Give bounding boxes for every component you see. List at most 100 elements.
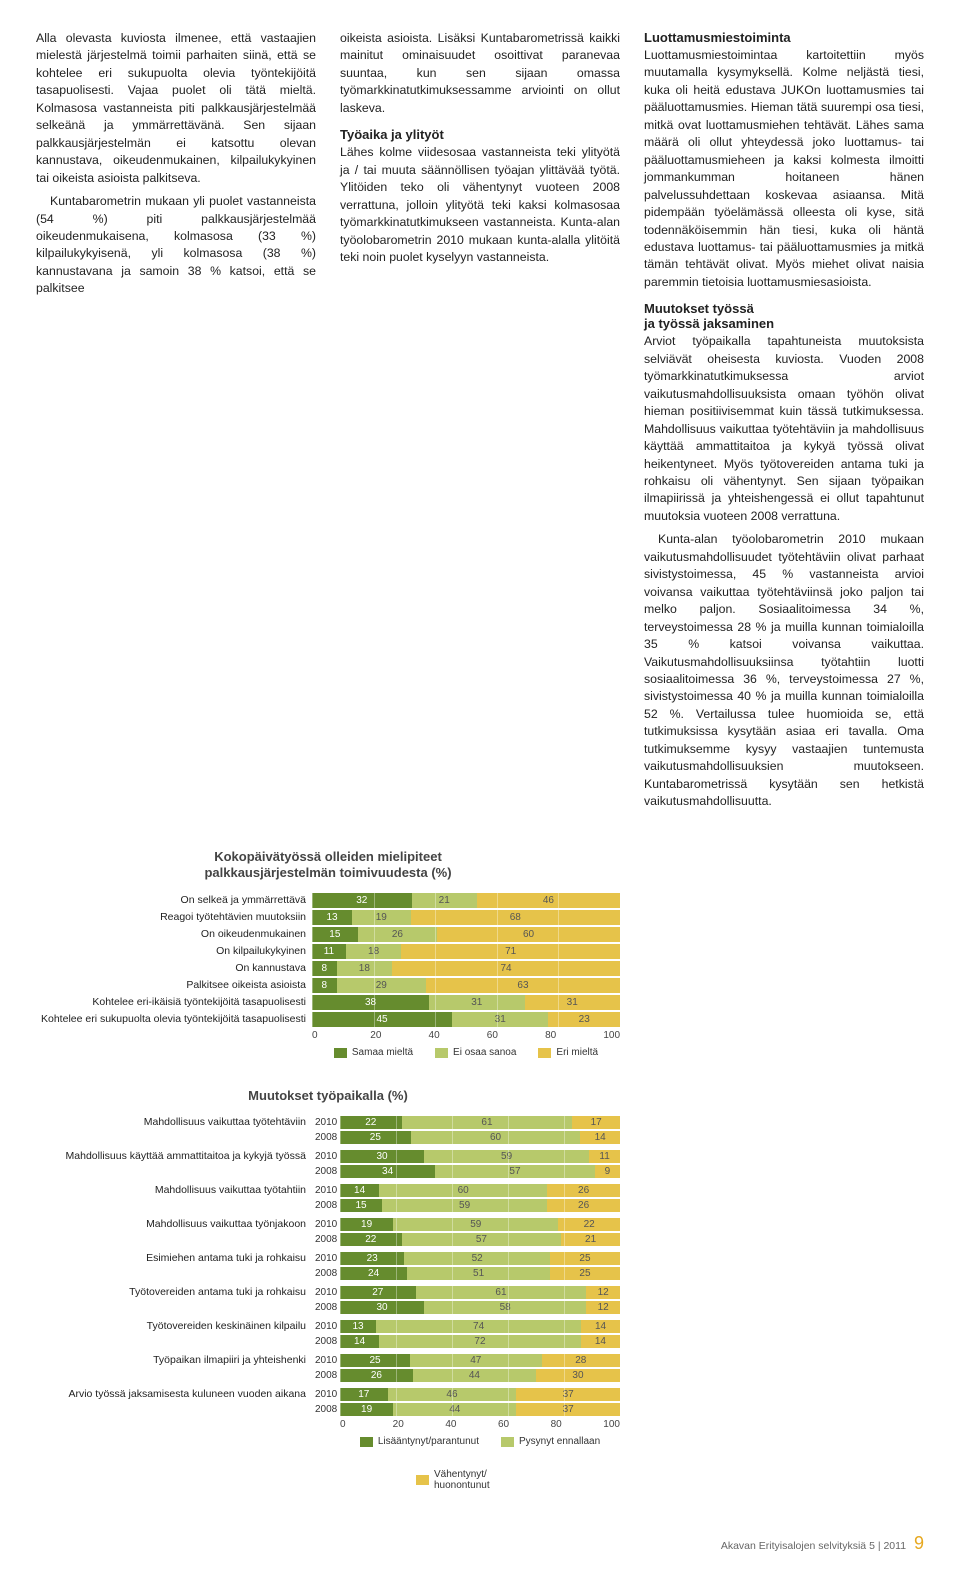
chart1-row: On selkeä ja ymmärrettävä322146 <box>36 892 620 909</box>
chart1-row-label: On oikeudenmukainen <box>36 926 312 943</box>
chart2-row: Arvio työssä jaksamisesta kuluneen vuode… <box>36 1387 620 1402</box>
chart2-segment: 72 <box>379 1335 581 1348</box>
chart2-segment: 15 <box>340 1199 382 1212</box>
chart1-row: Kohtelee eri sukupuolta olevia työntekij… <box>36 1011 620 1028</box>
col2-para1: oikeista asioista. Lisäksi Kuntabarometr… <box>340 30 620 117</box>
chart1-rows: On selkeä ja ymmärrettävä322146Reagoi ty… <box>36 892 620 1028</box>
chart2-segment: 19 <box>340 1218 393 1231</box>
chart2-segment: 58 <box>424 1301 586 1314</box>
chart1-segment: 60 <box>437 927 620 942</box>
chart2-segment: 30 <box>340 1301 424 1314</box>
chart2-segment: 17 <box>340 1388 388 1401</box>
col3-para2: Arviot työpaikalla tapahtuneista muutoks… <box>644 333 924 525</box>
chart2-row-label <box>36 1368 312 1383</box>
chart2-row: Mahdollisuus vaikuttaa työtahtiin2010146… <box>36 1183 620 1198</box>
chart1-segment: 38 <box>312 995 429 1010</box>
col2-heading-tyoaika: Työaika ja ylityöt <box>340 127 620 142</box>
chart2-row-label <box>36 1402 312 1417</box>
chart2-segment: 34 <box>340 1165 435 1178</box>
chart2-segment: 27 <box>340 1286 416 1299</box>
chart1-row: On oikeudenmukainen152660 <box>36 926 620 943</box>
chart2-segment: 14 <box>581 1335 620 1348</box>
chart2-segment: 47 <box>410 1354 542 1367</box>
chart2-segment: 37 <box>516 1403 620 1416</box>
chart2-row-label: Työtovereiden antama tuki ja rohkaisu <box>36 1285 312 1300</box>
chart2-segment: 59 <box>382 1199 547 1212</box>
column-3: Luottamusmiestoiminta Luottamusmiestoimi… <box>644 30 924 817</box>
chart1-segment: 31 <box>429 995 524 1010</box>
chart2-year: 2010 <box>312 1387 340 1402</box>
chart1-segment: 45 <box>312 1012 452 1027</box>
chart2-year: 2008 <box>312 1130 340 1145</box>
chart1-segment: 13 <box>312 910 352 925</box>
chart2-segment: 26 <box>547 1184 620 1197</box>
chart1-row-label: On kilpailukykyinen <box>36 943 312 960</box>
chart2-year: 2008 <box>312 1164 340 1179</box>
chart2-year: 2010 <box>312 1319 340 1334</box>
chart2-segment: 25 <box>340 1131 411 1144</box>
chart2-row: 2008147214 <box>36 1334 620 1349</box>
chart1-segment: 21 <box>412 893 477 908</box>
column-2: oikeista asioista. Lisäksi Kuntabarometr… <box>340 30 620 817</box>
chart2-row: Esimiehen antama tuki ja rohkaisu2010235… <box>36 1251 620 1266</box>
chart2-segment: 25 <box>550 1252 620 1265</box>
chart1-segment: 46 <box>477 893 620 908</box>
chart1-row: Palkitsee oikeista asioista82963 <box>36 977 620 994</box>
chart1-row: Kohtelee eri-ikäisiä työntekijöitä tasap… <box>36 994 620 1011</box>
legend-item: Ei osaa sanoa <box>435 1047 516 1058</box>
chart1-row-label: Kohtelee eri sukupuolta olevia työntekij… <box>36 1011 312 1028</box>
chart1-row-label: Palkitsee oikeista asioista <box>36 977 312 994</box>
chart2-year: 2008 <box>312 1300 340 1315</box>
chart2-row-label <box>36 1232 312 1247</box>
chart2-row: Mahdollisuus vaikuttaa työnjakoon2010195… <box>36 1217 620 1232</box>
chart1-segment: 74 <box>392 961 620 976</box>
chart2-row-label: Mahdollisuus käyttää ammattitaitoa ja ky… <box>36 1149 312 1164</box>
chart2-year: 2010 <box>312 1115 340 1130</box>
chart2-row: 2008305812 <box>36 1300 620 1315</box>
chart2-row-label: Työpaikan ilmapiiri ja yhteishenki <box>36 1353 312 1368</box>
legend-item: Eri mieltä <box>538 1047 598 1058</box>
chart2-year: 2008 <box>312 1368 340 1383</box>
chart2-segment: 14 <box>340 1335 379 1348</box>
chart2-row: 2008245125 <box>36 1266 620 1281</box>
chart2-segment: 60 <box>411 1131 581 1144</box>
chart2-segment: 26 <box>340 1369 413 1382</box>
legend-item: Vähentynyt/ huonontunut <box>416 1469 544 1491</box>
chart2-segment: 59 <box>393 1218 558 1231</box>
chart1-row: On kannustava81874 <box>36 960 620 977</box>
chart1-segment: 63 <box>426 978 620 993</box>
chart1-segment: 18 <box>346 944 401 959</box>
chart1-row-label: Reagoi työtehtävien muutoksiin <box>36 909 312 926</box>
chart2-year: 2008 <box>312 1334 340 1349</box>
chart1-segment: 32 <box>312 893 412 908</box>
chart2-segment: 12 <box>586 1301 620 1314</box>
chart2-segment: 28 <box>542 1354 620 1367</box>
chart1-segment: 8 <box>312 961 337 976</box>
chart2-row: Mahdollisuus vaikuttaa työtehtäviin20102… <box>36 1115 620 1130</box>
chart2-segment: 9 <box>595 1165 620 1178</box>
chart2-year: 2010 <box>312 1251 340 1266</box>
chart2-segment: 30 <box>340 1150 424 1163</box>
chart2-segment: 74 <box>376 1320 581 1333</box>
chart2-year: 2010 <box>312 1217 340 1232</box>
col3-para3: Kunta-alan työolobarometrin 2010 mukaan … <box>644 531 924 810</box>
chart2-segment: 12 <box>586 1286 620 1299</box>
chart2-segment: 61 <box>402 1116 573 1129</box>
chart2-segment: 14 <box>581 1320 620 1333</box>
legend-item: Samaa mieltä <box>334 1047 413 1058</box>
chart2-segment: 14 <box>580 1131 620 1144</box>
col3-heading-luottamus: Luottamusmiestoiminta <box>644 30 924 45</box>
legend-item: Lisääntynyt/parantunut <box>360 1436 479 1447</box>
chart2-segment: 37 <box>516 1388 620 1401</box>
col3-heading-muutokset-a: Muutokset työssä <box>644 301 924 316</box>
chart2-segment: 23 <box>340 1252 404 1265</box>
chart2-year: 2010 <box>312 1353 340 1368</box>
chart2-row-label: Esimiehen antama tuki ja rohkaisu <box>36 1251 312 1266</box>
chart2-segment: 21 <box>561 1233 620 1246</box>
col1-para2: Kuntabarometrin mukaan yli puolet vastan… <box>36 193 316 298</box>
chart2-segment: 13 <box>340 1320 376 1333</box>
chart2-year: 2008 <box>312 1402 340 1417</box>
chart2-segment: 25 <box>340 1354 410 1367</box>
chart2-row: 2008264430 <box>36 1368 620 1383</box>
chart1-segment: 71 <box>401 944 620 959</box>
